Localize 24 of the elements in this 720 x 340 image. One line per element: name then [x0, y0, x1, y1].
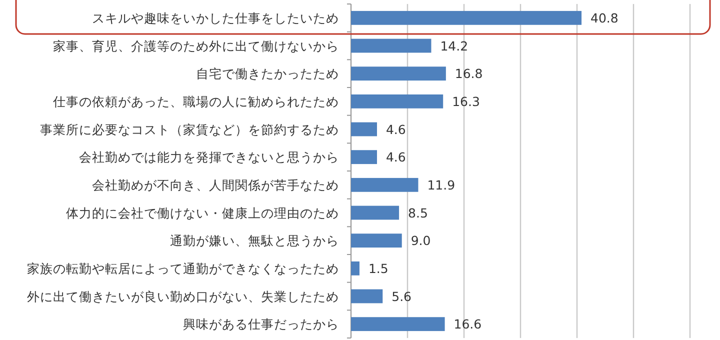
data-label: 9.0: [410, 233, 431, 248]
data-label: 5.6: [392, 288, 412, 304]
y-tick-label: 体力的に会社で働けない・健康上の理由のため: [66, 205, 339, 220]
data-label: 16.8: [454, 66, 483, 82]
y-tick-label: 仕事の依頼があった、職場の人に勧められたため: [52, 94, 339, 109]
data-label: 16.6: [454, 316, 482, 332]
y-tick-label: 会社勤めが不向き、人間関係が苦手なため: [92, 177, 339, 192]
y-tick-label: 会社勤めでは能力を発揮できないと思うから: [79, 150, 339, 165]
data-label: 4.6: [386, 122, 406, 137]
y-tick-label: スキルや趣味をいかした仕事をしたいため: [92, 10, 339, 26]
y-tick-label: 興味がある仕事だったから: [183, 316, 339, 332]
data-label: 11.9: [427, 177, 456, 192]
data-label: 8.5: [408, 205, 428, 220]
data-label: 14.2: [440, 38, 468, 54]
y-tick-label: 通勤が嫌い、無駄と思うから: [170, 233, 339, 248]
data-label: 1.5: [368, 260, 388, 276]
y-tick-label: 自宅で働きたかったため: [196, 66, 339, 82]
y-tick-label: 家事、育児、介護等のため外に出て働けないから: [53, 38, 339, 54]
y-tick-label: 家族の転勤や転居によって通勤ができなくなったため: [27, 260, 339, 276]
y-tick-label: 外に出て働きたいが良い勤め口がない、失業したため: [27, 288, 339, 304]
data-label: 4.6: [386, 150, 406, 165]
data-label: 16.3: [452, 94, 480, 109]
y-tick-label: 事業所に必要なコスト（家賃など）を節約するため: [40, 122, 339, 137]
data-label: 40.8: [590, 10, 618, 26]
